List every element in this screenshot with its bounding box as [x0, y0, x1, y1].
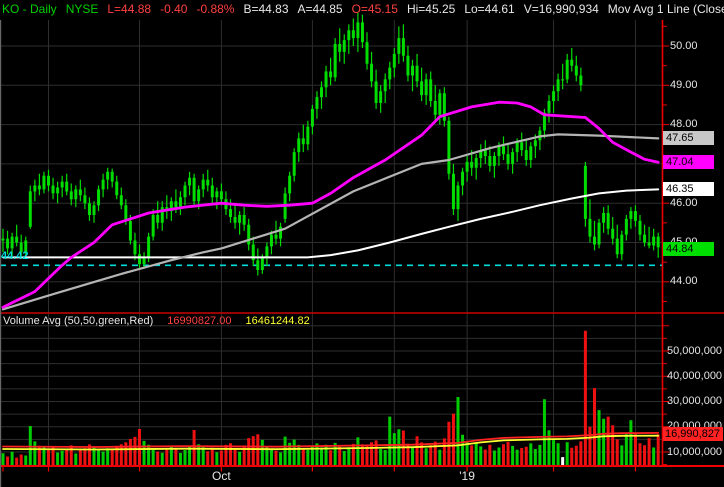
price-axis-label: 44.00: [670, 275, 698, 288]
volume-axis[interactable]: 50,000,000 40,000,000 30,000,000 20,000,000…: [663, 313, 724, 466]
quote-field: A=44.85: [297, 2, 343, 16]
quote-field: Hi=45.25: [406, 2, 456, 16]
ma-gray-value-badge: 47.65: [663, 131, 714, 146]
quote-field: -0.40: [160, 2, 188, 16]
quote-field: V=16,990,934: [523, 2, 599, 16]
volume-bars-flat: [561, 457, 565, 466]
quote-bar: KO - Daily NYSE L=44.88 -0.40 -0.88% B=44.83 A…: [2, 2, 724, 18]
volume-avg1-value: 16990827.00: [167, 315, 232, 327]
price-axis-label: 49.00: [670, 78, 698, 91]
price-axis-label: 48.00: [670, 118, 698, 131]
candles-bodies: [1, 22, 660, 271]
price-axis[interactable]: 50.0049.0048.0046.0045.0044.0047.6547.04…: [663, 20, 724, 313]
ma-magenta-line: [1, 100, 660, 309]
quote-field: NYSE: [65, 2, 99, 16]
price-axis-label: 46.00: [670, 196, 698, 209]
time-axis-label: Oct: [212, 469, 231, 483]
volume-axis-label: 30,000,000: [667, 395, 723, 407]
quote-field: O=45.15: [351, 2, 398, 16]
volume-indicator-name: Volume Avg (50,50,green,Red): [3, 315, 154, 327]
ma-magenta-value-badge: 47.04: [663, 155, 714, 170]
alert-price-label: 44.42: [1, 250, 29, 262]
volume-avg2-value: 16461244.82: [245, 315, 310, 327]
volume-avg-yellow-line: [2, 434, 660, 451]
quote-field: B=44.83: [243, 2, 289, 16]
quote-field: L=44.88: [107, 2, 152, 16]
volume-axis-label: 10,000,000: [667, 445, 723, 458]
volume-axis-label: 50,000,000: [667, 344, 723, 357]
quote-field: KO - Daily: [2, 2, 57, 16]
price-axis-label: 50.00: [670, 39, 698, 52]
volume-avg-value-badge: 16,990,827: [663, 427, 723, 442]
volume-indicator-label: Volume Avg (50,50,green,Red) 16990827.00 1…: [3, 315, 324, 327]
time-axis[interactable]: Oct '19: [0, 467, 662, 487]
last-price-badge: 44.84: [663, 241, 714, 256]
volume-bars-up: [1, 397, 656, 466]
volume-bars-down: [6, 330, 660, 466]
time-axis-label: '19: [459, 469, 475, 483]
volume-avg-red-line: [2, 431, 660, 448]
volume-axis-label: 40,000,000: [667, 369, 723, 382]
ma-white-line: [2, 188, 660, 259]
ma-gray-line: [1, 133, 660, 311]
ma-white-value-badge: 46.35: [663, 182, 714, 197]
quote-field: Lo=44.61: [464, 2, 515, 16]
quote-field: Mov Avg 1 Line (Close,50,: [607, 2, 724, 16]
quote-field: -0.88%: [196, 2, 235, 16]
